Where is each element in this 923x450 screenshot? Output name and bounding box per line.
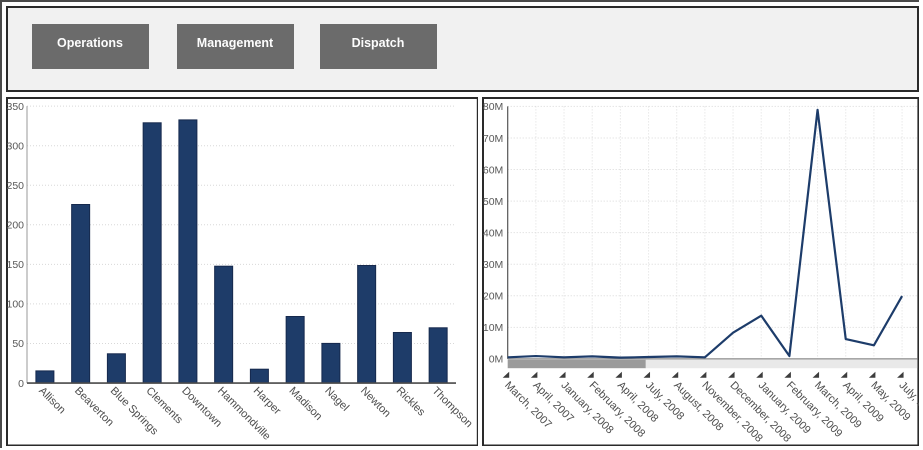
- svg-text:80M: 80M: [483, 102, 503, 113]
- svg-text:50M: 50M: [483, 196, 503, 207]
- svg-text:30M: 30M: [483, 260, 503, 271]
- svg-text:300: 300: [6, 141, 24, 152]
- svg-text:20M: 20M: [483, 291, 503, 302]
- svg-text:40M: 40M: [483, 228, 503, 239]
- svg-text:10M: 10M: [483, 323, 503, 334]
- svg-text:70M: 70M: [483, 133, 503, 144]
- svg-text:150: 150: [6, 260, 24, 271]
- svg-text:Rickles: Rickles: [393, 384, 427, 418]
- svg-text:50: 50: [12, 339, 24, 350]
- svg-text:Harper: Harper: [250, 384, 282, 416]
- svg-text:200: 200: [6, 220, 24, 231]
- svg-text:350: 350: [6, 101, 24, 112]
- svg-text:100: 100: [6, 299, 24, 310]
- svg-text:0: 0: [18, 378, 24, 389]
- svg-text:Nagel: Nagel: [322, 384, 351, 413]
- svg-text:60M: 60M: [483, 165, 503, 176]
- svg-text:0M: 0M: [488, 354, 503, 365]
- svg-text:Madison: Madison: [286, 384, 324, 422]
- svg-text:Allison: Allison: [36, 384, 67, 415]
- svg-text:Newton: Newton: [358, 384, 393, 419]
- svg-text:Thompson: Thompson: [429, 384, 474, 429]
- svg-text:250: 250: [6, 181, 24, 192]
